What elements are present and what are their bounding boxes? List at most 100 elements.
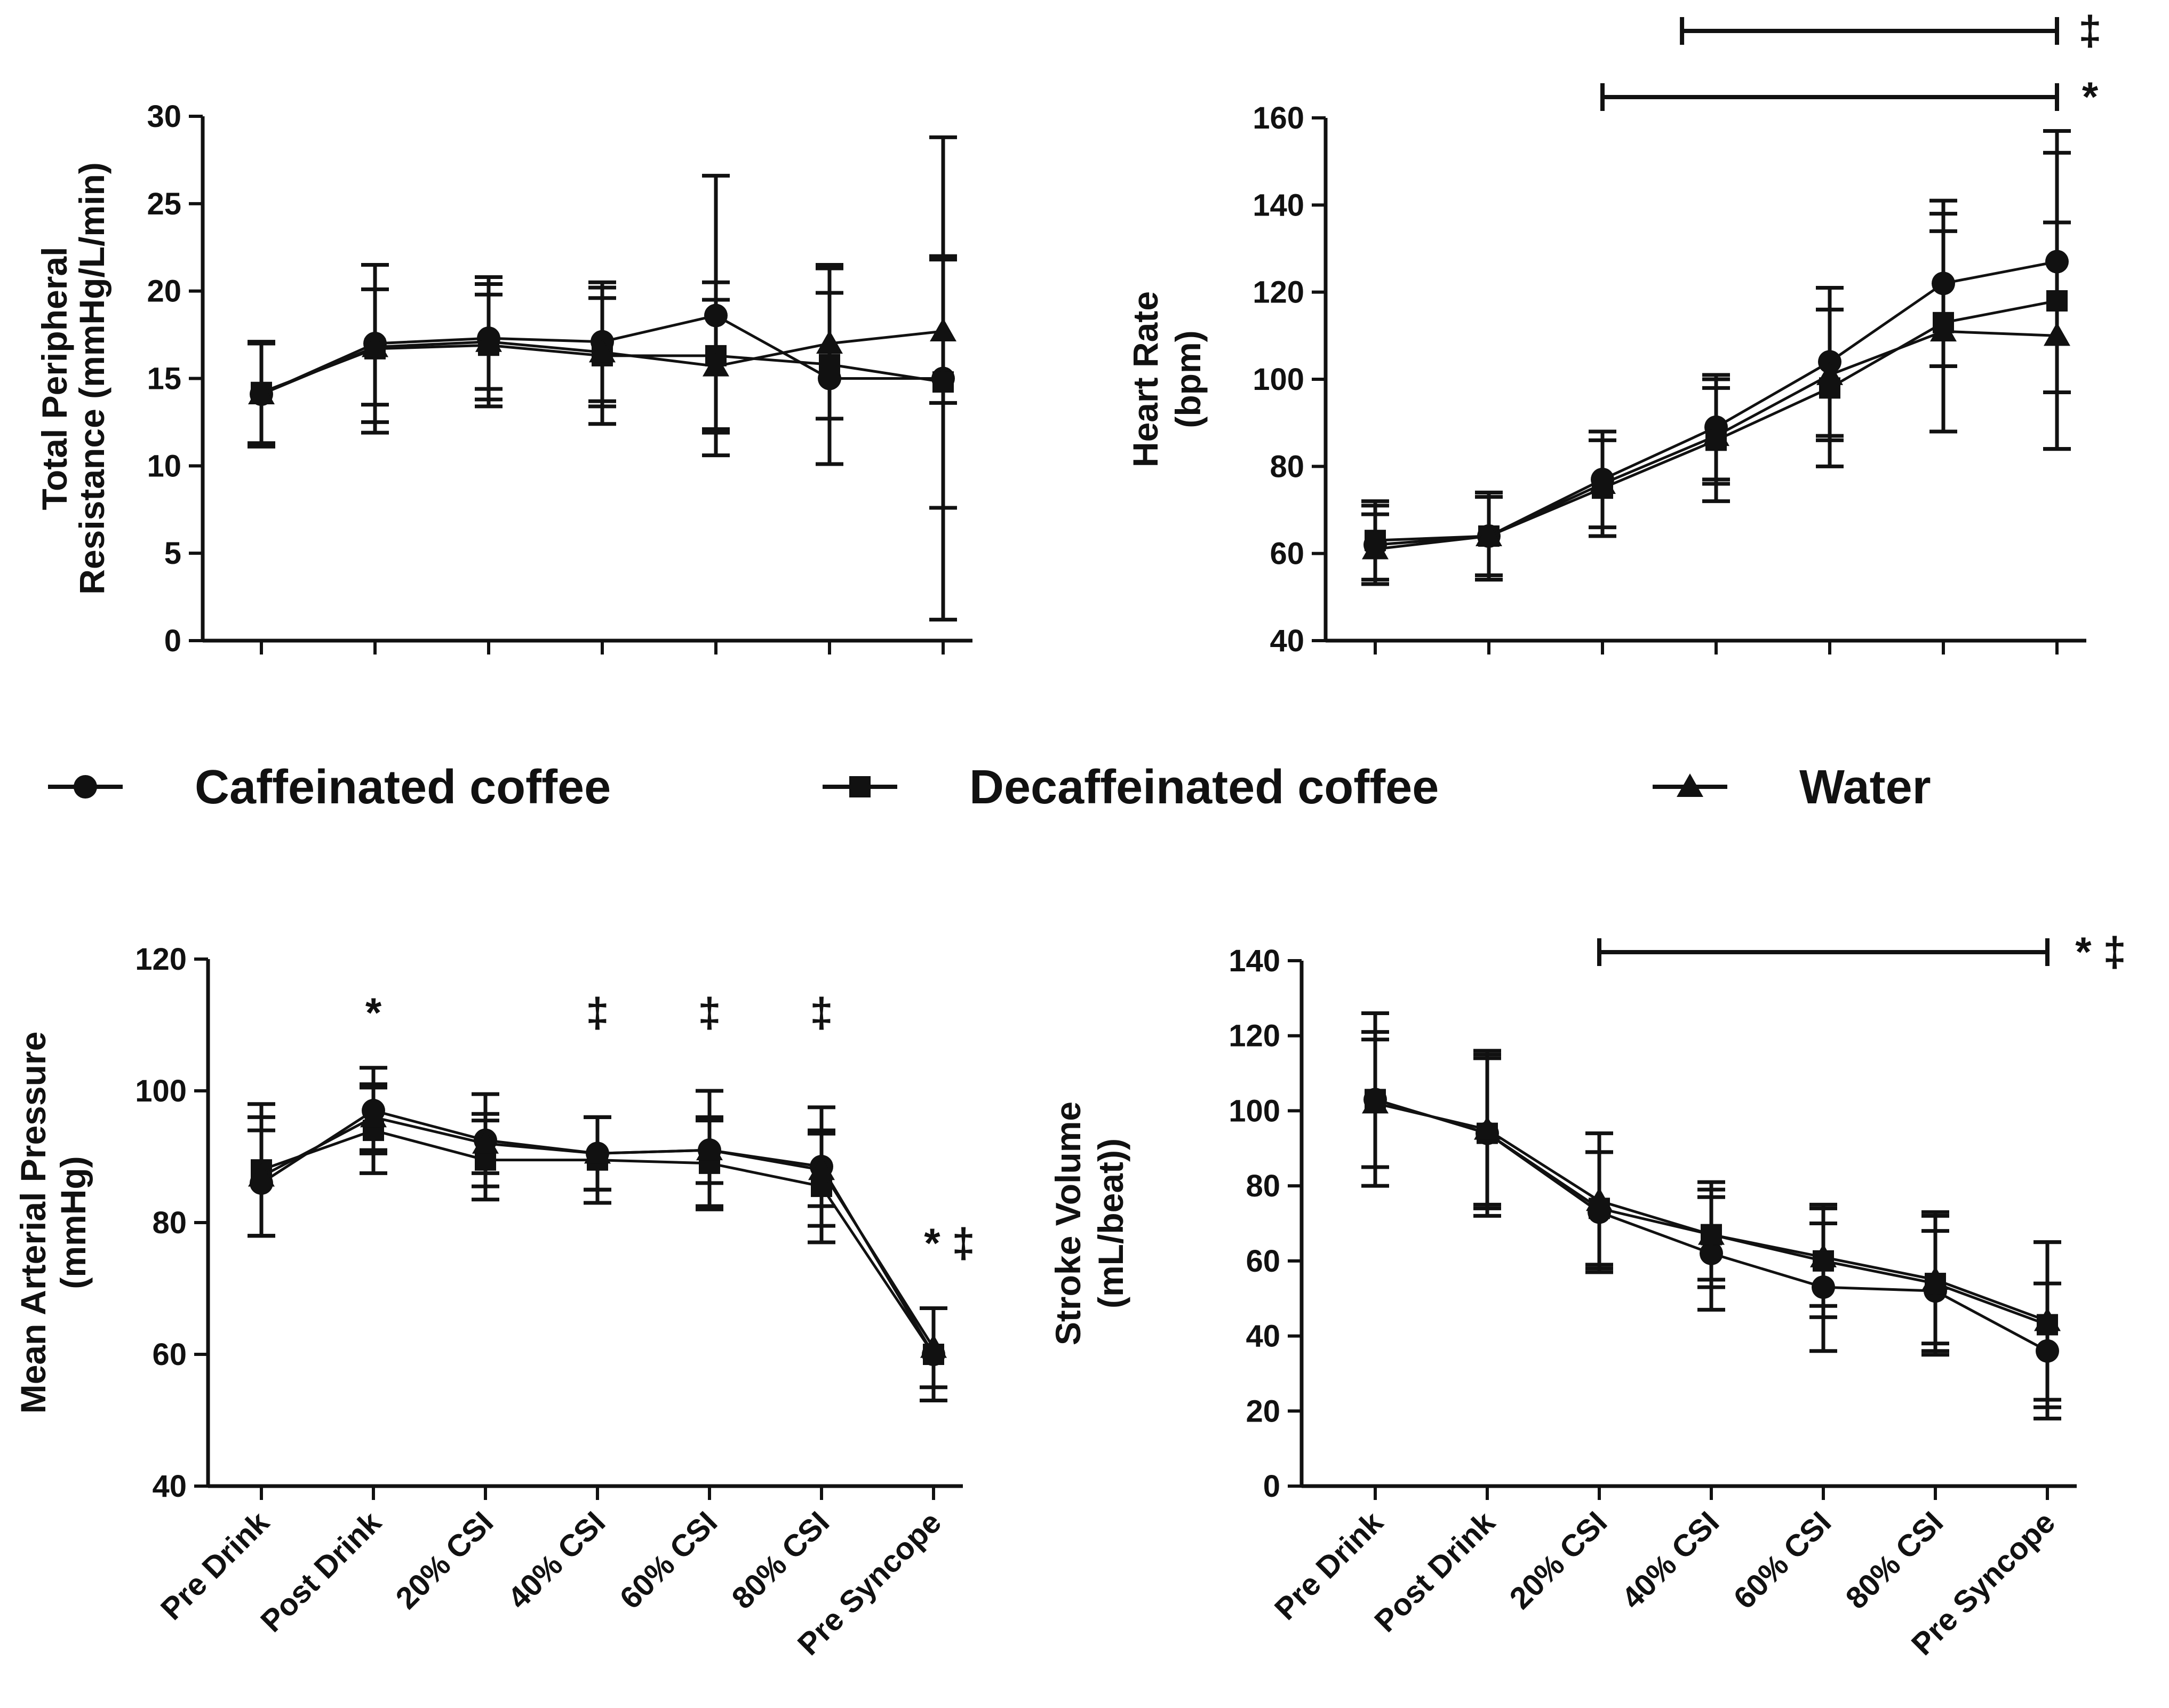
series-water (1361, 220, 2071, 586)
x-tick-label: 40% CSI (501, 1505, 612, 1616)
y-tick-label: 40 (1270, 624, 1304, 658)
legend-label: Caffeinated coffee (195, 761, 611, 814)
y-tick-label: 120 (135, 942, 187, 977)
x-tick-label: 60% CSI (613, 1505, 724, 1616)
series-caffeinated-coffee (1361, 129, 2071, 586)
y-tick-label: 40 (1246, 1319, 1280, 1354)
y-tick-label: 160 (1253, 101, 1304, 135)
data-point (703, 353, 729, 377)
y-tick-label: 60 (152, 1337, 187, 1372)
data-point (1586, 1187, 1613, 1211)
legend-marker (74, 775, 97, 799)
y-tick-label: 60 (1246, 1244, 1280, 1279)
y-axis-label: (bpm) (1168, 330, 1208, 428)
data-point (920, 1334, 947, 1358)
significance-label: * (365, 989, 382, 1036)
y-tick-label: 5 (164, 536, 181, 571)
y-tick-label: 40 (152, 1469, 187, 1504)
significance-label: * ‡ (2075, 928, 2126, 975)
series-decaffeinated-coffee (1361, 150, 2071, 582)
y-axis-label: Resistance (mmHg/L/min) (72, 162, 111, 595)
x-tick-label: Post Drink (254, 1505, 388, 1639)
y-tick-label: 80 (1246, 1169, 1280, 1203)
y-tick-label: 140 (1253, 188, 1304, 222)
y-axis-label: (mmHg) (53, 1156, 93, 1289)
y-tick-label: 20 (1246, 1394, 1280, 1428)
y-tick-label: 10 (147, 449, 181, 483)
data-point (1589, 470, 1616, 494)
y-axis-label: Mean Arterial Pressure (13, 1032, 53, 1414)
data-point (248, 380, 275, 404)
y-axis-label: Stroke Volume (1048, 1102, 1088, 1345)
legend-marker (849, 776, 871, 797)
y-tick-label: 0 (164, 624, 181, 658)
data-point (1362, 1090, 1389, 1114)
data-point (589, 339, 616, 363)
data-point (930, 318, 956, 342)
x-tick-label: 20% CSI (1503, 1505, 1614, 1616)
data-point (696, 1137, 723, 1161)
y-tick-label: 100 (1253, 362, 1304, 397)
data-point (2034, 1307, 2061, 1331)
x-tick-label: 80% CSI (1839, 1505, 1950, 1616)
data-point (1810, 1243, 1837, 1267)
data-point (360, 1104, 387, 1128)
data-point (1698, 1221, 1725, 1245)
significance-label: ‡ (698, 989, 721, 1036)
significance-label: ‡ (2078, 7, 2101, 54)
x-tick-label: 40% CSI (1615, 1505, 1726, 1616)
x-tick-label: 20% CSI (389, 1505, 500, 1616)
y-tick-label: 60 (1270, 537, 1304, 571)
y-tick-label: 15 (147, 362, 181, 396)
series-water (1361, 1037, 2061, 1402)
legend-item-water: Water (1653, 761, 1931, 814)
data-point (1922, 1266, 1949, 1290)
data-point (472, 1130, 499, 1154)
y-axis-label: Total Peripheral (35, 247, 74, 510)
legend-marker (1677, 773, 1703, 797)
data-point (1930, 318, 1957, 342)
significance-label: ‡ (586, 989, 609, 1036)
data-point (1476, 523, 1502, 546)
y-tick-label: 80 (152, 1206, 187, 1240)
data-point (816, 330, 843, 354)
significance-label: ‡ (810, 989, 833, 1036)
data-point (362, 333, 388, 357)
data-point (1362, 536, 1389, 560)
x-tick-label: Pre Drink (154, 1505, 276, 1627)
significance-label: * (2082, 73, 2099, 120)
y-tick-label: 100 (1229, 1094, 1280, 1128)
data-point (2044, 322, 2070, 346)
legend-item-caffeinated-coffee: Caffeinated coffee (48, 761, 611, 814)
y-axis-label: Heart Rate (1126, 291, 1165, 467)
legend-item-decaffeinated-coffee: Decaffeinated coffee (823, 761, 1439, 814)
data-point (808, 1156, 835, 1180)
data-point (1703, 422, 1729, 446)
y-tick-label: 120 (1229, 1019, 1280, 1053)
y-axis-label: (mL/beat)) (1091, 1138, 1130, 1308)
x-tick-label: Pre Drink (1268, 1505, 1390, 1627)
legend: Caffeinated coffee Decaffeinated coffee Wa… (48, 761, 1931, 814)
y-tick-label: 140 (1229, 944, 1280, 978)
x-tick-label: 80% CSI (725, 1505, 836, 1616)
y-tick-label: 25 (147, 187, 181, 221)
y-tick-label: 100 (135, 1074, 187, 1108)
data-point (584, 1140, 611, 1164)
data-point (248, 1163, 275, 1187)
y-tick-label: 30 (147, 99, 181, 134)
data-point (1816, 361, 1843, 385)
legend-label: Decaffeinated coffee (969, 761, 1439, 814)
y-tick-label: 0 (1263, 1469, 1280, 1504)
x-tick-label: Post Drink (1368, 1505, 1502, 1639)
data-point (1474, 1116, 1501, 1140)
y-tick-label: 120 (1253, 275, 1304, 310)
panel-heart-rate: 40 60 80 100 120 140 160 Heart Rate (bpm) ‡ * (1126, 7, 2102, 658)
series-water (248, 258, 957, 447)
series-water (248, 1082, 947, 1390)
y-tick-label: 20 (147, 274, 181, 309)
y-tick-label: 80 (1270, 449, 1304, 484)
